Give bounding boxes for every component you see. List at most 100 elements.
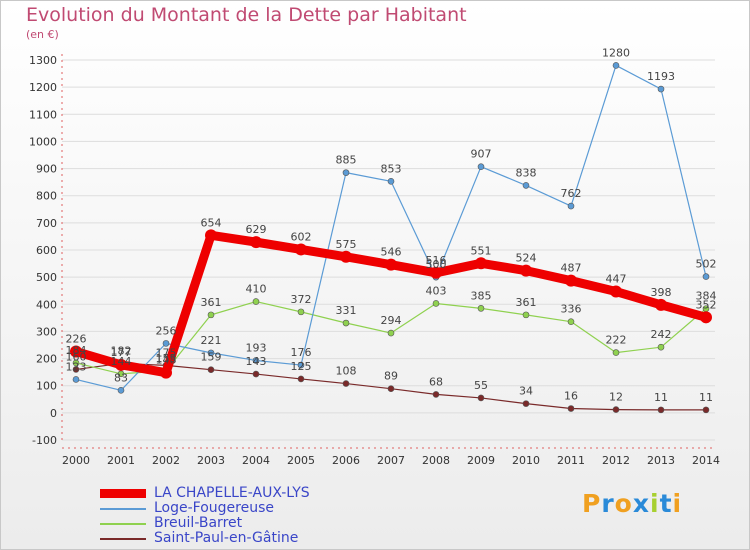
y-tick-label: 1100 xyxy=(29,108,57,121)
data-point xyxy=(207,311,215,319)
data-point xyxy=(657,343,665,351)
data-label: 516 xyxy=(426,254,447,267)
data-label: 226 xyxy=(66,333,87,346)
data-label: 193 xyxy=(246,341,267,354)
x-tick-label: 2005 xyxy=(287,454,315,467)
data-point xyxy=(567,405,575,412)
x-tick-label: 2003 xyxy=(197,454,225,467)
data-label: 1280 xyxy=(602,46,630,59)
y-tick-label: 1000 xyxy=(29,135,57,148)
data-point xyxy=(567,318,575,325)
logo-letter: i xyxy=(650,489,660,518)
logo-letter: t xyxy=(659,489,673,518)
data-point xyxy=(297,375,305,383)
data-point xyxy=(657,85,665,93)
data-point xyxy=(612,406,620,413)
unit-label: (en €) xyxy=(26,28,59,41)
x-tick-label: 2013 xyxy=(647,454,675,467)
data-label: 83 xyxy=(114,371,128,384)
data-point xyxy=(702,406,710,414)
legend-label: Breuil-Barret xyxy=(154,515,243,531)
y-tick-label: 900 xyxy=(36,163,57,176)
data-label: 447 xyxy=(606,273,627,286)
legend-swatch xyxy=(100,522,146,525)
data-label: 184 xyxy=(66,344,87,357)
data-point xyxy=(115,358,127,371)
data-point xyxy=(342,169,350,176)
data-point xyxy=(72,376,80,383)
legend-item: Saint-Paul-en-Gâtine xyxy=(100,531,310,546)
data-point xyxy=(340,250,352,263)
data-label: 12 xyxy=(609,391,623,404)
data-label: 256 xyxy=(156,324,177,337)
data-label: 403 xyxy=(426,284,447,297)
data-label: 838 xyxy=(516,166,537,179)
data-label: 384 xyxy=(696,290,717,303)
data-point xyxy=(612,349,620,356)
data-point xyxy=(567,202,575,210)
data-label: 294 xyxy=(381,314,402,327)
data-label: 361 xyxy=(201,296,222,309)
data-point xyxy=(297,361,305,369)
data-point xyxy=(610,285,622,298)
data-label: 175 xyxy=(156,346,177,359)
x-tick-label: 2012 xyxy=(602,454,630,467)
data-point xyxy=(207,366,215,374)
y-tick-label: 100 xyxy=(36,380,57,393)
x-tick-label: 2004 xyxy=(242,454,270,467)
y-tick-label: 800 xyxy=(36,190,57,203)
data-label: 144 xyxy=(111,355,132,368)
data-point xyxy=(252,298,260,305)
data-label: 524 xyxy=(516,252,537,265)
legend-swatch xyxy=(100,507,146,510)
data-point xyxy=(522,182,530,189)
data-point xyxy=(387,178,395,185)
logo-letter: i xyxy=(672,489,683,518)
y-tick-label: 700 xyxy=(36,217,57,230)
y-tick-label: 200 xyxy=(36,353,57,366)
data-label: 34 xyxy=(519,385,533,398)
x-tick-label: 2002 xyxy=(152,454,180,467)
legend-swatch xyxy=(100,489,146,498)
data-point xyxy=(342,380,350,387)
data-point xyxy=(252,370,260,378)
data-label: 155 xyxy=(156,352,177,365)
logo-letter: o xyxy=(614,489,633,518)
data-point xyxy=(72,359,80,367)
legend-label: Saint-Paul-en-Gâtine xyxy=(154,530,299,546)
data-point xyxy=(520,264,532,277)
data-label: 143 xyxy=(246,355,267,368)
data-point xyxy=(117,387,125,394)
data-point xyxy=(432,300,440,307)
data-label: 500 xyxy=(426,258,447,271)
data-label: 352 xyxy=(696,298,717,311)
logo-letter: r xyxy=(601,489,615,518)
data-label: 551 xyxy=(471,244,492,257)
x-tick-label: 2009 xyxy=(467,454,495,467)
data-point xyxy=(207,349,215,357)
logo-letter: x xyxy=(632,489,650,518)
data-label: 177 xyxy=(111,346,132,359)
data-label: 762 xyxy=(561,187,582,200)
y-tick-label: 600 xyxy=(36,244,57,257)
data-label: 398 xyxy=(651,286,672,299)
data-label: 602 xyxy=(291,230,312,243)
data-point xyxy=(162,340,170,347)
x-tick-label: 2014 xyxy=(692,454,720,467)
data-point xyxy=(477,163,485,170)
data-label: 361 xyxy=(516,296,537,309)
data-label: 242 xyxy=(651,328,672,341)
data-point xyxy=(522,400,530,407)
x-tick-label: 2000 xyxy=(62,454,90,467)
data-label: 68 xyxy=(429,375,443,388)
data-label: 89 xyxy=(384,370,398,383)
data-point xyxy=(295,243,307,256)
y-tick-label: -100 xyxy=(32,434,57,447)
data-label: 575 xyxy=(336,238,357,251)
data-point xyxy=(432,391,440,398)
legend-item: LA CHAPELLE-AUX-LYS xyxy=(100,486,310,501)
data-label: 885 xyxy=(336,154,357,167)
y-tick-label: 300 xyxy=(36,325,57,338)
